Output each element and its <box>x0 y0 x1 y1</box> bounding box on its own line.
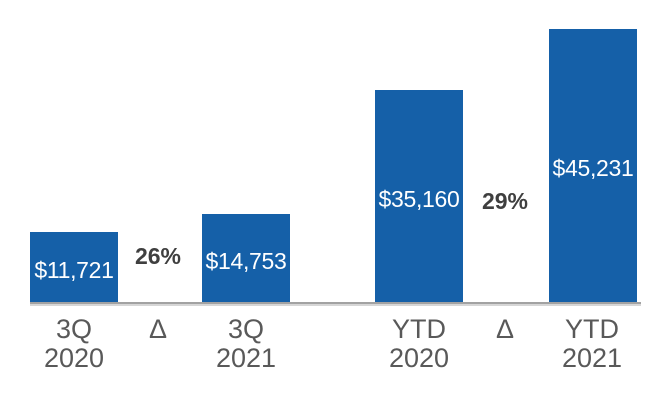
x-axis-label-line2: 2021 <box>561 343 623 373</box>
x-axis-label-line1: 3Q <box>227 314 265 344</box>
bar-ytd-2021: $45,231 <box>549 29 637 303</box>
bar-ytd-2020: $35,160 <box>375 90 463 303</box>
bar-value-label: $35,160 <box>378 185 460 212</box>
bar-value-label: $45,231 <box>552 155 634 181</box>
x-axis-label-delta-ytd: Δ <box>495 314 515 344</box>
x-axis-label-line1: YTD <box>565 314 619 344</box>
x-axis-labels: 3Q 2020 Δ 3Q 2021 YTD 2020 Δ YTD 2021 <box>0 315 666 375</box>
bar-value-label: $14,753 <box>205 247 287 274</box>
x-axis-label-ytd-2020: YTD 2020 <box>359 315 479 373</box>
x-axis-line <box>30 302 641 304</box>
x-axis-label-3q-2020: 3Q 2020 <box>14 315 134 373</box>
bar-value-label: $11,721 <box>34 256 114 283</box>
delta-percent-label-3q: 26% <box>134 243 182 269</box>
bar-3q-2021: $14,753 <box>202 214 290 303</box>
x-axis-label-delta-3q: Δ <box>148 314 168 344</box>
x-axis-label-line2: 2021 <box>215 343 277 373</box>
x-axis-label-3q-2021: 3Q 2021 <box>186 315 306 373</box>
bar-3q-2020: $11,721 <box>30 232 118 303</box>
x-axis-label-line1: 3Q <box>55 314 93 344</box>
x-axis-label-line2: 2020 <box>388 343 450 373</box>
plot-area: $11,721 $14,753 $35,160 $45,231 26% 29% <box>30 29 641 304</box>
x-axis-label-line2: 2020 <box>43 343 105 373</box>
x-axis-label-line1: YTD <box>392 314 446 344</box>
x-axis-label-ytd-2021: YTD 2021 <box>532 315 652 373</box>
delta-percent-label-ytd: 29% <box>481 188 529 214</box>
